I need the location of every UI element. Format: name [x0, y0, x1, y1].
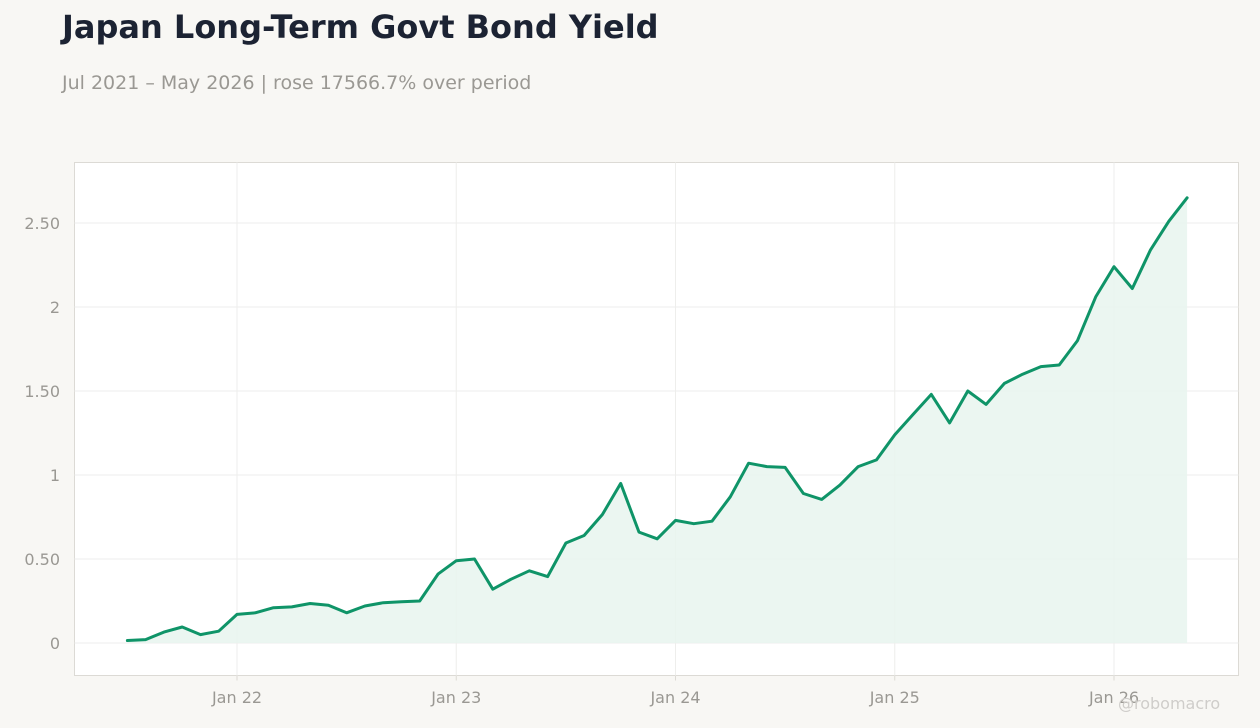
x-tick-label: Jan 24: [649, 688, 700, 707]
x-tick-label: Jan 22: [211, 688, 262, 707]
x-tick-label: Jan 25: [869, 688, 920, 707]
y-tick-label: 1.50: [24, 382, 60, 401]
y-tick-label: 1: [50, 466, 60, 485]
watermark: @robomacro: [1118, 694, 1221, 713]
y-axis: 0 0.50 1 1.50 2 2.50: [24, 214, 60, 653]
series-area: [127, 197, 1188, 644]
chart-subtitle: Jul 2021 – May 2026 | rose 17566.7% over…: [62, 72, 532, 94]
y-tick-label: 0: [50, 634, 60, 653]
x-tick-label: Jan 23: [430, 688, 481, 707]
x-axis: Jan 22 Jan 23 Jan 24 Jan 25 Jan 26: [211, 675, 1139, 707]
series-line: [125, 196, 1189, 642]
chart-title: Japan Long-Term Govt Bond Yield: [62, 8, 659, 46]
y-tick-label: 0.50: [24, 550, 60, 569]
y-tick-label: 2: [50, 298, 60, 317]
y-tick-label: 2.50: [24, 214, 60, 233]
x-tick-label: Jan 26: [1088, 688, 1139, 707]
